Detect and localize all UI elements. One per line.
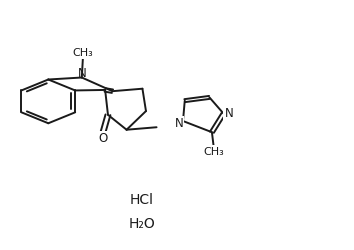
Text: O: O [98,132,107,145]
Text: H₂O: H₂O [129,218,155,232]
Text: N: N [224,106,233,120]
Text: CH₃: CH₃ [203,146,224,156]
Text: N: N [175,117,183,130]
Text: CH₃: CH₃ [73,48,93,58]
Text: N: N [78,66,86,80]
Text: HCl: HCl [130,192,154,206]
